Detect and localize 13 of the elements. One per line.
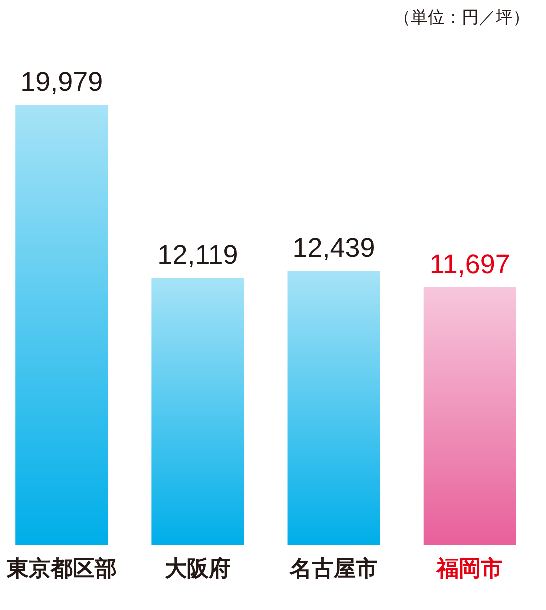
data-label: 19,979 [20, 67, 104, 97]
bar [288, 271, 380, 545]
x-tick-label: 福岡市 [436, 556, 504, 582]
data-label: 12,439 [292, 233, 376, 264]
data-label: 11,697 [430, 249, 510, 280]
x-tick-label: 名古屋市 [289, 556, 378, 582]
x-tick-label: 東京都区部 [6, 556, 117, 582]
bar [16, 105, 108, 545]
text: （単位：円／坪） [394, 8, 530, 28]
bar [152, 278, 244, 545]
data-label: 12,119 [158, 240, 238, 270]
bar [424, 287, 516, 545]
x-tick-label: 大阪府 [164, 556, 231, 582]
